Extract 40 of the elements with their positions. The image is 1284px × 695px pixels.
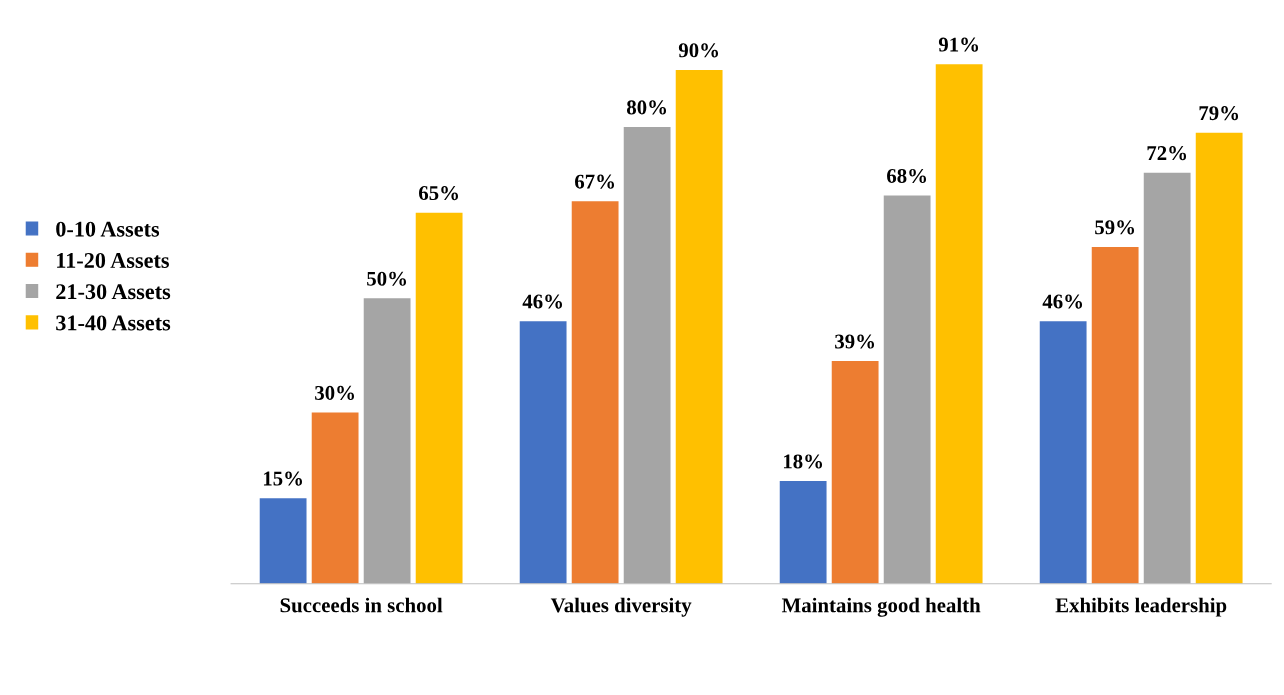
bar — [1143, 172, 1191, 584]
data-label: 72% — [1147, 146, 1187, 161]
data-label: 46% — [522, 294, 563, 309]
bar — [1039, 321, 1087, 584]
bar — [831, 361, 879, 584]
bar — [935, 64, 983, 584]
data-label: 50% — [367, 271, 407, 286]
bar — [1195, 132, 1243, 584]
data-label: 91% — [938, 37, 979, 52]
data-label: 80% — [627, 100, 667, 115]
x-tick-label: Values diversity — [550, 597, 692, 617]
bar — [675, 69, 723, 584]
legend-label: 0-10 Assets — [56, 221, 160, 237]
data-label: 39% — [835, 334, 875, 349]
bar — [883, 195, 931, 584]
data-label: 68% — [887, 168, 927, 184]
data-label: 46% — [1042, 294, 1083, 309]
bar — [779, 481, 827, 584]
bar — [623, 126, 671, 584]
bar — [259, 498, 307, 584]
data-label: 90% — [678, 43, 719, 58]
bar — [415, 212, 463, 584]
bar — [1091, 246, 1139, 584]
bar — [519, 321, 567, 584]
data-label: 30% — [315, 385, 354, 400]
bar — [363, 298, 411, 584]
legend-label: 31-40 Assets — [56, 315, 171, 331]
x-tick-label: Exhibits leadership — [1055, 597, 1227, 617]
data-label: 79% — [1199, 106, 1239, 121]
data-label: 18% — [783, 454, 823, 469]
data-label: 65% — [419, 186, 459, 201]
bar — [311, 412, 359, 584]
data-label: 59% — [1095, 220, 1135, 235]
x-tick-label: Maintains good health — [781, 597, 981, 617]
legend-label: 11-20 Assets — [57, 252, 169, 268]
x-tick-label: Succeeds in school — [280, 597, 443, 613]
data-label: 15% — [263, 471, 302, 486]
data-label: 67% — [575, 174, 615, 189]
bar — [571, 201, 619, 584]
legend-label: 21-30 Assets — [56, 284, 171, 300]
